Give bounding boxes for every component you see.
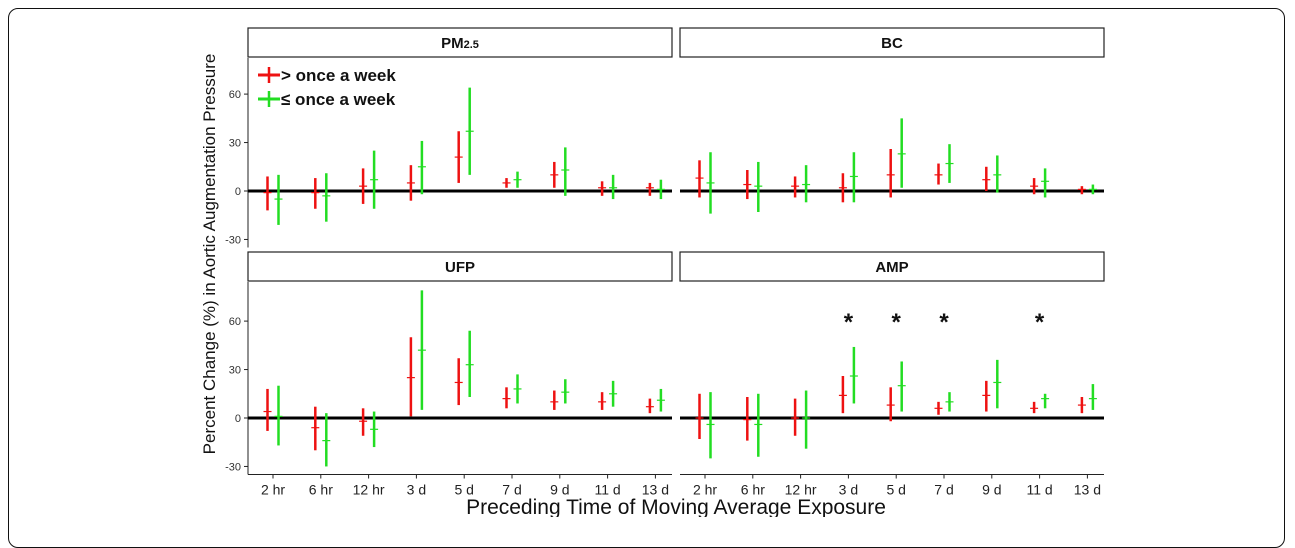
legend: > once a week ≤ once a week bbox=[258, 66, 396, 109]
y-tick-label: 0 bbox=[235, 413, 241, 425]
panel-strip bbox=[679, 27, 1105, 58]
significance-star: * bbox=[1035, 309, 1045, 336]
y-tick-label: 30 bbox=[229, 138, 241, 150]
x-tick-label: 13 d bbox=[1074, 482, 1101, 498]
x-tick-label: 11 d bbox=[594, 482, 620, 498]
y-tick-label: 30 bbox=[229, 365, 241, 377]
significance-star: * bbox=[844, 309, 854, 336]
x-tick-label: 11 d bbox=[1026, 482, 1052, 498]
panel-ufp: UFP -30 0 30 60 2 hr 6 hr 12 hr 3 d 5 d 7 d 9 d 11 d… bbox=[225, 251, 673, 498]
x-tick-label: 5 d bbox=[454, 482, 473, 498]
significance-star: * bbox=[892, 309, 902, 336]
x-tick-label: 12 hr bbox=[353, 482, 385, 498]
panel-strip bbox=[247, 251, 673, 282]
x-tick-label: 5 d bbox=[886, 482, 905, 498]
x-tick-label: 9 d bbox=[982, 482, 1001, 498]
panel-strip bbox=[247, 27, 673, 58]
panel-strip bbox=[679, 251, 1105, 282]
x-tick-label: 6 hr bbox=[309, 482, 333, 498]
panel-title: BC bbox=[881, 35, 903, 52]
legend-label: > once a week bbox=[281, 66, 396, 85]
x-tick-label: 7 d bbox=[502, 482, 521, 498]
y-tick-label: -30 bbox=[225, 461, 241, 473]
panel-title: UFP bbox=[445, 259, 475, 276]
x-tick-label: 13 d bbox=[642, 482, 669, 498]
x-tick-label: 7 d bbox=[934, 482, 953, 498]
faceted-error-bar-chart: Percent Change (%) in Aortic Augmentatio… bbox=[200, 27, 1105, 517]
facet-panels: PM2.5 -30 0 30 60 BC UFP -30 0 30 60 2 hr 6 hr 12 hr 3… bbox=[225, 27, 1105, 498]
panel-title: AMP bbox=[875, 259, 908, 276]
x-tick-label: 2 hr bbox=[693, 482, 717, 498]
x-tick-label: 2 hr bbox=[261, 482, 285, 498]
y-tick-label: -30 bbox=[225, 234, 241, 246]
y-tick-label: 60 bbox=[229, 316, 241, 328]
x-tick-label: 3 d bbox=[839, 482, 858, 498]
panel-bc: BC bbox=[679, 27, 1105, 214]
significance-star: * bbox=[939, 309, 949, 336]
legend-label: ≤ once a week bbox=[281, 90, 396, 109]
x-tick-label: 9 d bbox=[550, 482, 569, 498]
x-tick-label: 3 d bbox=[407, 482, 426, 498]
y-tick-label: 60 bbox=[229, 89, 241, 101]
panel-title: PM2.5 bbox=[441, 35, 479, 52]
y-axis-label: Percent Change (%) in Aortic Augmentatio… bbox=[200, 54, 219, 455]
x-tick-label: 12 hr bbox=[785, 482, 817, 498]
x-axis-label: Preceding Time of Moving Average Exposur… bbox=[466, 496, 886, 517]
y-tick-label: 0 bbox=[235, 186, 241, 198]
x-tick-label: 6 hr bbox=[741, 482, 765, 498]
panel-title-subscript: 2.5 bbox=[464, 39, 479, 51]
panel-pm: PM2.5 -30 0 30 60 bbox=[225, 27, 673, 248]
panel-amp: AMP * * * * 2 hr 6 hr 12 hr 3 d 5 d 7 d 9 d 11 d 13 d bbox=[679, 251, 1105, 498]
